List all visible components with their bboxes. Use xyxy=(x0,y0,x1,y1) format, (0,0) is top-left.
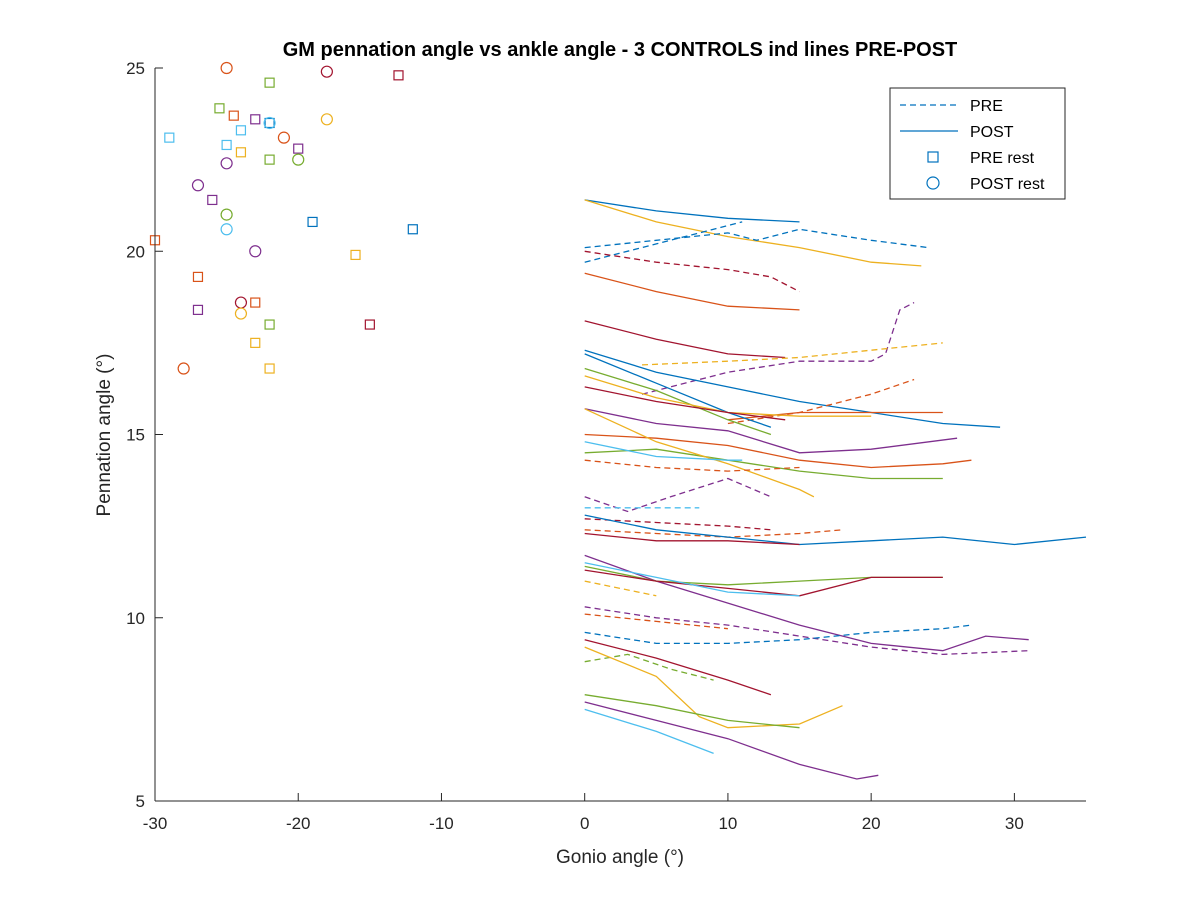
x-tick-label: 0 xyxy=(580,814,589,833)
post-rest-marker-4 xyxy=(220,208,233,221)
x-tick-label: -30 xyxy=(143,814,168,833)
series-line-solid-15 xyxy=(584,386,786,421)
legend-label: PRE xyxy=(970,98,1003,115)
x-axis-label: Gonio angle (°) xyxy=(556,847,684,868)
post-rest-marker-5 xyxy=(220,223,233,236)
pre-rest-marker-2 xyxy=(192,271,204,283)
legend-circle-marker xyxy=(926,176,940,190)
series-line-solid-31 xyxy=(584,562,800,597)
pre-rest-marker-18 xyxy=(293,143,304,154)
series-line-solid-27 xyxy=(584,532,800,546)
series-line-dashed-35 xyxy=(584,624,972,645)
series-line-dashed-7 xyxy=(641,302,915,395)
post-rest-marker-0 xyxy=(177,362,190,375)
series-line-solid-28 xyxy=(584,554,1029,652)
series-line-solid-40 xyxy=(584,701,879,780)
pre-rest-marker-16 xyxy=(264,319,275,330)
series-line-solid-18 xyxy=(584,448,943,480)
pre-rest-marker-14 xyxy=(264,117,275,129)
pre-rest-marker-7 xyxy=(228,110,239,121)
pre-rest-marker-15 xyxy=(264,154,275,165)
x-tick-label: 30 xyxy=(1005,814,1024,833)
pre-rest-marker-10 xyxy=(250,114,261,125)
series-line-dashed-32 xyxy=(584,580,657,597)
series-line-solid-16 xyxy=(584,408,958,454)
series-line-dashed-8 xyxy=(641,342,943,366)
series-line-solid-1 xyxy=(584,199,922,267)
pre-rest-marker-12 xyxy=(250,337,261,348)
pre-rest-marker-8 xyxy=(235,125,247,136)
pre-rest-marker-23 xyxy=(407,224,418,235)
series-line-solid-41 xyxy=(584,708,714,755)
series-line-dashed-3 xyxy=(584,221,743,263)
legend-square-marker xyxy=(927,151,939,163)
post-rest-marker-7 xyxy=(234,307,248,320)
y-tick-label: 10 xyxy=(126,609,145,628)
x-tick-label: 20 xyxy=(862,814,881,833)
chart-title: GM pennation angle vs ankle angle - 3 CO… xyxy=(283,39,958,61)
pre-rest-marker-20 xyxy=(350,249,361,261)
y-axis-label: Pennation angle (°) xyxy=(94,354,115,517)
post-rest-marker-2 xyxy=(220,61,233,75)
post-rest-marker-13 xyxy=(320,113,333,126)
series-line-solid-19 xyxy=(584,408,815,498)
series-line-dashed-33 xyxy=(584,606,1029,656)
series-line-dashed-21 xyxy=(584,459,800,472)
series-line-solid-20 xyxy=(584,441,743,461)
y-tick-label: 20 xyxy=(126,242,145,261)
pre-rest-marker-19 xyxy=(307,216,318,228)
legend-box xyxy=(889,87,1066,200)
y-tick-label: 5 xyxy=(136,792,145,811)
series-line-solid-30 xyxy=(584,569,943,597)
series-line-dashed-37 xyxy=(584,653,714,681)
pre-rest-marker-21 xyxy=(364,319,375,330)
series-line-solid-39 xyxy=(584,694,800,729)
pre-rest-marker-6 xyxy=(221,139,232,151)
post-rest-marker-1 xyxy=(191,179,205,192)
post-rest-marker-11 xyxy=(292,153,305,166)
series-line-solid-38 xyxy=(584,646,843,729)
series-line-dashed-2 xyxy=(584,228,929,249)
series-line-solid-10 xyxy=(727,411,943,421)
x-tick-label: 10 xyxy=(718,814,737,833)
series-line-solid-5 xyxy=(584,272,800,311)
pre-rest-marker-11 xyxy=(250,297,261,308)
pre-rest-marker-5 xyxy=(214,103,225,114)
series-line-dashed-24 xyxy=(584,518,771,531)
y-tick-label: 25 xyxy=(126,59,145,78)
plot-area xyxy=(149,61,1087,780)
axes: -30 -20 -10 0 10 20 30 5 10 15 20 25 xyxy=(126,59,1086,833)
x-tick-label: -10 xyxy=(429,814,454,833)
post-rest-marker-10 xyxy=(277,131,291,144)
series-line-solid-12 xyxy=(584,353,772,428)
pre-rest-marker-13 xyxy=(264,77,275,88)
post-rest-marker-12 xyxy=(320,65,333,78)
pre-rest-marker-9 xyxy=(235,147,247,158)
pre-rest-marker-17 xyxy=(264,363,275,374)
post-rest-marker-3 xyxy=(220,157,233,170)
post-rest-marker-9 xyxy=(263,116,276,130)
x-tick-label: -20 xyxy=(286,814,311,833)
legend-label: PRE rest xyxy=(970,150,1035,167)
legend-label: POST xyxy=(970,124,1014,141)
series-line-solid-0 xyxy=(584,199,800,223)
series-line-dashed-34 xyxy=(584,613,728,630)
post-rest-marker-8 xyxy=(249,245,262,258)
series-line-dashed-22 xyxy=(584,477,772,513)
series-line-solid-17 xyxy=(584,433,972,469)
pre-rest-marker-22 xyxy=(393,70,404,81)
series-line-solid-9 xyxy=(584,349,1001,428)
series-line-solid-36 xyxy=(584,639,772,696)
series-line-dashed-4 xyxy=(584,250,800,293)
legend-label: POST rest xyxy=(970,176,1045,193)
pre-rest-marker-0 xyxy=(164,132,175,143)
pre-rest-marker-4 xyxy=(207,194,218,206)
series-line-solid-26 xyxy=(584,514,1087,546)
pre-rest-marker-3 xyxy=(192,304,204,315)
y-tick-label: 15 xyxy=(126,426,145,445)
legend: PRE POST PRE rest POST rest xyxy=(889,87,1066,200)
series-line-solid-6 xyxy=(584,320,786,359)
